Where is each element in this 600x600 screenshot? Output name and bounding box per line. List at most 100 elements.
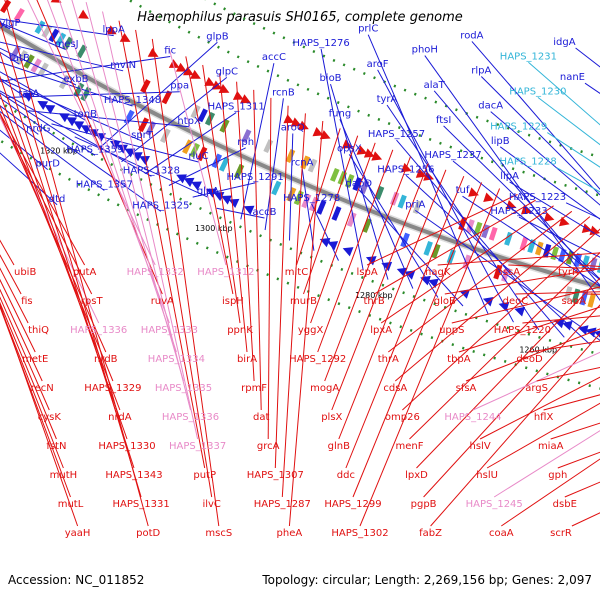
gene-label-reverse: yggX [298, 325, 324, 336]
gene-label-reverse: sapA [561, 296, 586, 307]
gene-label-reverse: HAPS_1330 [98, 441, 155, 452]
leader-line [345, 176, 465, 469]
leader-line [0, 305, 71, 498]
gene-label-reverse: lpxD [405, 470, 428, 481]
reverse-gene-arrow [312, 127, 324, 137]
leader-line [0, 18, 114, 37]
leader-line [296, 128, 341, 266]
forward-gene-arrow [109, 140, 121, 150]
gene-label-reverse: lpxA [370, 325, 392, 336]
gene-label-reverse: hslU [476, 470, 498, 481]
forward-gene-arrow [381, 261, 393, 272]
leader-line [380, 205, 554, 324]
gc-block [58, 74, 71, 90]
gene-label-reverse: dsbE [553, 499, 577, 510]
kbp-label: 1280 kbp [355, 291, 393, 300]
leader-line [97, 41, 218, 150]
reverse-gene-arrow [290, 117, 302, 127]
leader-line [51, 123, 199, 163]
gene-label-forward: purD [35, 159, 60, 170]
gene-label-reverse: hflX [534, 412, 554, 423]
gene-label-reverse: cysK [38, 412, 62, 423]
leader-line [118, 20, 206, 469]
leader-line [472, 351, 600, 411]
gene-label-reverse: ubiB [14, 267, 36, 278]
gene-label-reverse: HAPS_1331 [113, 499, 170, 510]
leader-line [0, 51, 135, 469]
forward-gene-arrow [117, 144, 128, 154]
gene-label-reverse: HAPS_1332 [127, 267, 184, 278]
accession-text: Accession: NC_011852 [8, 573, 145, 587]
gene-label-reverse: mutH [50, 470, 78, 481]
gene-label-forward: ppa [170, 81, 189, 92]
forward-gene-arrow [243, 205, 255, 215]
gene-label-reverse: HAPS_1244 [444, 412, 501, 423]
leader-line [529, 340, 600, 353]
leader-line [522, 315, 600, 324]
gc-block-inner [0, 0, 12, 14]
gc-block [362, 218, 372, 233]
leader-line [102, 11, 199, 440]
gc-block-inner [48, 28, 60, 43]
gc-block-inner [55, 32, 67, 47]
leader-line [0, 296, 50, 411]
reverse-gene-arrow [559, 216, 570, 227]
gene-label-reverse: fstN [46, 441, 66, 452]
reverse-gene-arrow [483, 192, 494, 202]
leader-line [289, 133, 294, 241]
gene-label-forward: HAPS_1325 [132, 200, 189, 211]
gc-block [493, 264, 503, 280]
gc-block-inner [197, 108, 208, 123]
gene-label-forward: HAPS_1256 [377, 164, 434, 175]
gene-label-reverse: HAPS_1292 [289, 354, 346, 365]
gene-label-reverse: HAPS_1334 [148, 354, 205, 365]
leader-line [518, 216, 600, 258]
gene-label-forward: HAPS_1291 [227, 172, 284, 183]
leader-line [359, 188, 501, 527]
forward-gene-arrow [482, 297, 494, 307]
leader-line [367, 34, 489, 315]
gene-label-reverse: hslV [470, 441, 491, 452]
gene-label-forward: HAPS_1278 [283, 193, 340, 204]
leader-line [219, 73, 248, 353]
gc-block-inner [352, 177, 362, 191]
gene-label-reverse: HAPS_1220 [494, 325, 551, 336]
gene-label-reverse: metE [22, 354, 48, 365]
gene-label-forward: rcnA [291, 158, 314, 169]
gene-label-forward: HAPS_1257 [368, 129, 425, 140]
forward-gene-arrow [183, 177, 195, 187]
gc-block [423, 240, 433, 256]
leader-line [501, 458, 600, 527]
gene-label-forward: yjgP [0, 18, 21, 29]
gene-label-forward: sprT [131, 130, 154, 141]
gene-label-reverse: mscS [205, 528, 232, 539]
gc-block-inner [589, 257, 598, 272]
reverse-gene-arrow [175, 62, 187, 72]
gene-label-reverse: argS [525, 383, 548, 394]
leader-line [310, 142, 376, 324]
leader-line [451, 286, 600, 324]
gc-block [331, 206, 342, 221]
leader-line [151, 38, 220, 527]
leader-line [509, 181, 600, 238]
forward-gene-arrow [37, 100, 49, 110]
gene-label-forward: mesJ [55, 39, 79, 50]
gene-label-forward: rlpA [471, 66, 491, 77]
genome-backbone [0, 23, 600, 290]
gene-label-reverse: HAPS_1333 [141, 325, 198, 336]
gene-label-reverse: HAPS_1329 [84, 383, 141, 394]
leader-line [338, 169, 447, 440]
leader-line [479, 376, 600, 440]
gc-block [189, 142, 201, 158]
leader-line [486, 402, 600, 469]
leader-line [462, 195, 600, 287]
gene-label-reverse: pssA [496, 267, 520, 278]
gene-label-reverse: deoD [516, 354, 543, 365]
leader-line [444, 268, 600, 295]
gene-label-reverse: ppnK [227, 325, 253, 336]
gene-label-forward: HAPS_1328 [123, 165, 180, 176]
leader-line [0, 92, 96, 156]
gene-label-reverse: HAPS_1312 [197, 267, 254, 278]
